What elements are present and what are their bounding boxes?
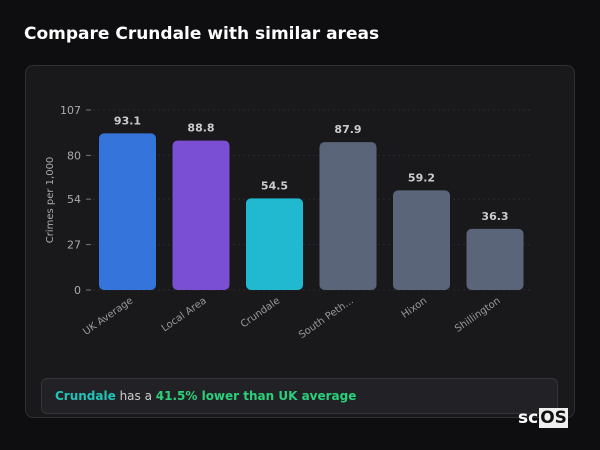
logo: sc OS: [517, 408, 568, 428]
y-axis-label: Crimes per 1,000: [45, 157, 56, 244]
y-tick-label: 80: [67, 149, 81, 162]
x-tick-label: UK Average: [81, 295, 135, 337]
bar-uk-average: [99, 133, 156, 290]
callout-text: has a: [115, 389, 156, 403]
data-label: 87.9: [334, 123, 361, 136]
callout-area: Crundale: [55, 389, 116, 403]
x-tick-label: South Peth...: [297, 295, 356, 341]
data-label: 59.2: [408, 171, 435, 184]
bar-hixon: [393, 190, 450, 290]
logo-text-a: sc: [518, 408, 539, 428]
bar-crundale: [246, 198, 303, 290]
x-tick-label: Crundale: [239, 295, 282, 330]
y-tick-label: 27: [67, 239, 81, 252]
data-label: 93.1: [114, 114, 141, 127]
comparison-callout: Crundale has a 41.5% lower than UK avera…: [41, 378, 558, 414]
bar-local-area: [172, 140, 230, 290]
x-tick-label: Shillington: [453, 295, 503, 334]
data-label: 36.3: [481, 210, 508, 223]
y-tick-label: 107: [60, 104, 81, 117]
y-tick-label: 54: [67, 193, 81, 206]
y-tick-label: 0: [74, 284, 81, 297]
x-tick-label: Local Area: [160, 295, 209, 334]
x-tick-label: Hixon: [400, 295, 430, 320]
bar-shillington: [466, 228, 524, 290]
bar-south-peth-: [319, 142, 377, 290]
page-title: Compare Crundale with similar areas: [24, 24, 380, 44]
data-label: 54.5: [261, 179, 288, 192]
callout-highlight: 41.5% lower than UK average: [155, 389, 357, 403]
logo-text-b: OS: [539, 408, 568, 428]
data-label: 88.8: [187, 122, 214, 135]
